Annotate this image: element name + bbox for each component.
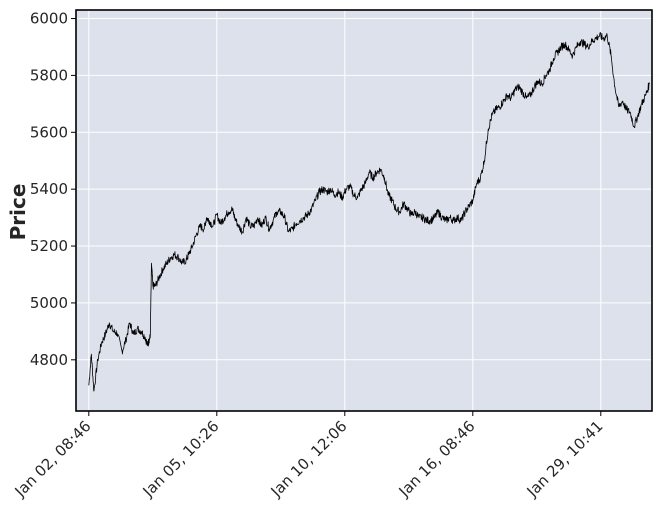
plot-background (76, 10, 652, 411)
x-tick-label: Jan 05, 10:26 (139, 417, 223, 501)
y-tick-label: 5800 (30, 66, 68, 84)
y-tick-label: 5400 (30, 180, 68, 198)
grid (76, 10, 652, 411)
y-axis-label: Price (6, 184, 30, 241)
y-tick-label: 5000 (30, 294, 68, 312)
y-tick-label: 5600 (30, 123, 68, 141)
x-tick-label: Jan 10, 12:06 (267, 417, 351, 501)
y-axis: 4800 5000 5200 5400 5600 5800 6000 (30, 10, 76, 369)
plot-frame (75, 9, 653, 412)
x-axis: Jan 02, 08:46 Jan 05, 10:26 Jan 10, 12:06 J… (11, 411, 607, 501)
x-tick-label: Jan 29, 10:41 (523, 417, 607, 501)
x-tick-label: Jan 16, 08:46 (395, 417, 479, 501)
y-tick-label: 4800 (30, 351, 68, 369)
y-tick-label: 5200 (30, 237, 68, 255)
price-line (88, 31, 650, 392)
x-tick-label: Jan 02, 08:46 (11, 417, 95, 501)
price-series (88, 31, 650, 392)
y-tick-label: 6000 (30, 10, 68, 28)
